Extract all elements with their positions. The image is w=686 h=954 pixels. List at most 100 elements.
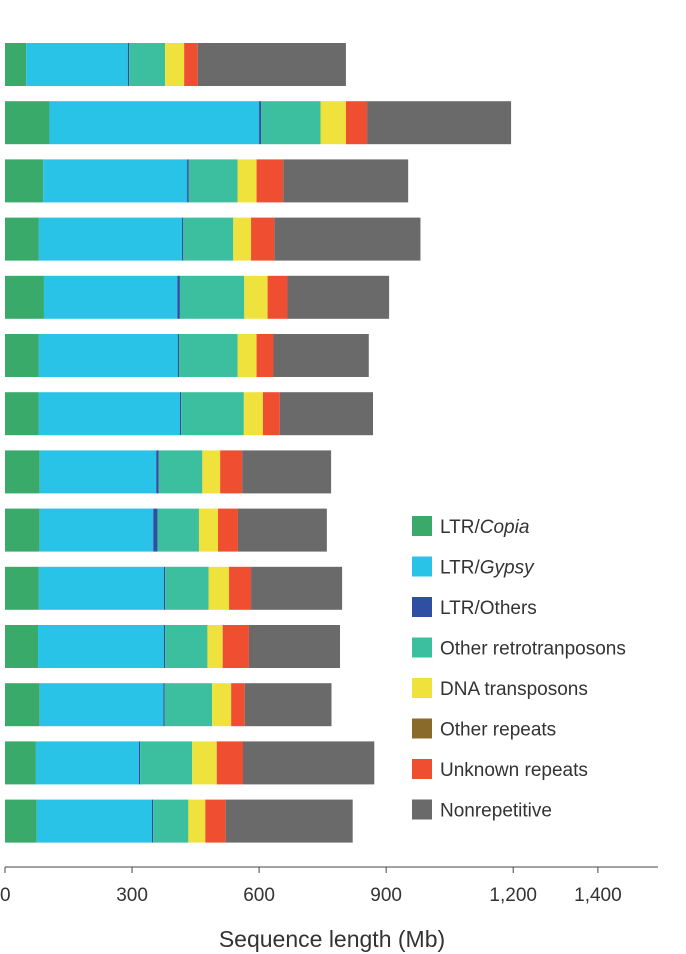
bar-segment-ltr-copia-row-10 bbox=[5, 566, 39, 610]
bar-row-7 bbox=[5, 392, 374, 436]
legend-label-ltr-copia: LTR/Copia bbox=[440, 517, 529, 538]
bar-segment-dna-transposons-row-6 bbox=[237, 334, 257, 377]
bar-segment-ltr-copia-row-8 bbox=[5, 450, 40, 494]
legend-swatch-other-retrotranposons bbox=[412, 637, 432, 658]
legend-label-other-retrotranposons: Other retrotranposons bbox=[440, 639, 626, 660]
legend-label-text: Unknown repeats bbox=[440, 760, 588, 781]
bar-segment-ltr-copia-row-13 bbox=[5, 741, 36, 785]
x-tick-label-0: 0 bbox=[0, 885, 11, 906]
bar-segment-nonrepetitive-row-10 bbox=[251, 566, 343, 610]
bar-segment-unknown-repeats-row-9 bbox=[218, 508, 238, 552]
bar-segment-unknown-repeats-row-6 bbox=[256, 334, 274, 377]
bar-segment-other-retrotranposons-row-3 bbox=[188, 159, 238, 203]
x-axis-ticks: 0 300 600 900 1,200 1,400 bbox=[0, 867, 622, 906]
x-tick-label-300: 300 bbox=[116, 885, 148, 906]
bar-segment-nonrepetitive-row-8 bbox=[242, 450, 332, 494]
legend-label-nonrepetitive: Nonrepetitive bbox=[440, 801, 552, 822]
bar-segment-dna-transposons-row-3 bbox=[237, 159, 257, 203]
bar-segment-ltr-gypsy-row-6 bbox=[38, 334, 178, 377]
bar-row-10 bbox=[5, 566, 343, 610]
bar-segment-unknown-repeats-row-12 bbox=[231, 683, 245, 727]
bar-segment-unknown-repeats-row-5 bbox=[267, 275, 288, 319]
legend-item-ltr-copia: LTR/Copia bbox=[412, 516, 529, 538]
bar-segment-dna-transposons-row-5 bbox=[244, 275, 268, 319]
bar-segment-ltr-copia-row-2 bbox=[5, 101, 50, 145]
legend-label-ltr-others: LTR/Others bbox=[440, 598, 537, 619]
bar-segment-dna-transposons-row-4 bbox=[233, 217, 252, 261]
x-tick-label-600: 600 bbox=[243, 885, 275, 906]
x-axis: 0 300 600 900 1,200 1,400 bbox=[0, 866, 658, 906]
legend-item-ltr-others: LTR/Others bbox=[412, 597, 537, 619]
bar-segment-unknown-repeats-row-10 bbox=[229, 566, 252, 610]
bar-segment-dna-transposons-row-7 bbox=[243, 392, 263, 436]
bar-segment-ltr-gypsy-row-9 bbox=[39, 508, 154, 552]
legend-swatch-unknown-repeats bbox=[412, 759, 432, 779]
bar-segment-ltr-copia-row-1 bbox=[5, 43, 27, 86]
bar-row-6 bbox=[5, 334, 369, 377]
bar-segment-ltr-copia-row-11 bbox=[5, 625, 39, 668]
legend-label-text: LTR/ bbox=[440, 558, 480, 579]
bar-segment-dna-transposons-row-9 bbox=[198, 508, 219, 552]
legend-swatch-nonrepetitive bbox=[412, 799, 432, 820]
bar-segment-unknown-repeats-row-13 bbox=[216, 741, 244, 785]
legend-item-dna-transposons: DNA transposons bbox=[412, 678, 588, 700]
bar-segment-ltr-copia-row-4 bbox=[5, 217, 39, 261]
bar-segment-unknown-repeats-row-4 bbox=[251, 217, 275, 261]
legend-label-other-repeats: Other repeats bbox=[440, 720, 556, 741]
bar-segment-ltr-gypsy-row-3 bbox=[43, 159, 188, 203]
legend-label-unknown-repeats: Unknown repeats bbox=[440, 760, 588, 781]
bar-segment-ltr-copia-row-7 bbox=[5, 392, 39, 436]
bar-segment-other-retrotranposons-row-14 bbox=[153, 799, 189, 843]
bar-row-12 bbox=[5, 683, 332, 727]
bar-row-1 bbox=[5, 43, 346, 86]
legend-swatch-ltr-others bbox=[412, 597, 432, 617]
bar-row-2 bbox=[5, 101, 512, 145]
bar-segment-nonrepetitive-row-1 bbox=[197, 43, 346, 86]
bar-segment-ltr-copia-row-14 bbox=[5, 799, 37, 843]
bar-segment-other-retrotranposons-row-7 bbox=[181, 392, 244, 436]
legend-item-other-retrotranposons: Other retrotranposons bbox=[412, 637, 626, 660]
x-axis-label: Sequence length (Mb) bbox=[219, 926, 445, 952]
bar-segment-unknown-repeats-row-14 bbox=[205, 799, 226, 843]
bar-segment-ltr-gypsy-row-1 bbox=[26, 43, 128, 86]
legend-swatch-ltr-gypsy bbox=[412, 556, 432, 577]
bar-segment-unknown-repeats-row-1 bbox=[184, 43, 198, 86]
bar-segment-ltr-copia-row-3 bbox=[5, 159, 44, 203]
bar-segment-nonrepetitive-row-4 bbox=[274, 217, 421, 261]
bar-segment-dna-transposons-row-13 bbox=[192, 741, 217, 785]
bar-segment-ltr-others-row-4 bbox=[182, 217, 184, 261]
bar-segment-other-retrotranposons-row-6 bbox=[179, 334, 238, 377]
bar-segment-ltr-gypsy-row-14 bbox=[36, 799, 152, 843]
x-tick-label-900: 900 bbox=[370, 885, 402, 906]
bar-segment-nonrepetitive-row-5 bbox=[287, 275, 390, 319]
bar-segment-other-retrotranposons-row-9 bbox=[157, 508, 199, 552]
bar-segment-dna-transposons-row-14 bbox=[188, 799, 206, 843]
bar-segment-ltr-gypsy-row-10 bbox=[38, 566, 164, 610]
legend-label-text: Nonrepetitive bbox=[440, 801, 552, 822]
legend-label-text: Other repeats bbox=[440, 720, 556, 741]
bar-segment-nonrepetitive-row-6 bbox=[273, 334, 369, 377]
bar-segment-nonrepetitive-row-3 bbox=[283, 159, 409, 203]
bar-segment-other-retrotranposons-row-5 bbox=[179, 275, 245, 319]
legend-label-text: LTR/Others bbox=[440, 598, 537, 619]
bar-segment-ltr-others-row-13 bbox=[138, 741, 141, 785]
bar-segment-ltr-others-row-14 bbox=[151, 799, 154, 843]
bar-row-5 bbox=[5, 275, 390, 319]
legend-label-italic: Gypsy bbox=[480, 558, 535, 579]
x-tick-label-1400: 1,400 bbox=[574, 885, 622, 906]
bar-segment-unknown-repeats-row-2 bbox=[345, 101, 368, 145]
bar-segment-dna-transposons-row-10 bbox=[208, 566, 230, 610]
bar-segment-ltr-gypsy-row-4 bbox=[38, 217, 183, 261]
bar-segment-unknown-repeats-row-3 bbox=[256, 159, 284, 203]
legend-label-italic: Copia bbox=[480, 517, 530, 538]
bar-segment-ltr-gypsy-row-13 bbox=[35, 741, 139, 785]
bar-segment-dna-transposons-row-2 bbox=[320, 101, 346, 145]
bar-segment-ltr-others-row-6 bbox=[177, 334, 180, 377]
bar-row-9 bbox=[5, 508, 327, 552]
bar-segment-ltr-others-row-12 bbox=[163, 683, 165, 727]
bar-segment-ltr-copia-row-5 bbox=[5, 275, 44, 319]
bar-segment-ltr-gypsy-row-12 bbox=[39, 683, 164, 727]
bar-segment-ltr-gypsy-row-7 bbox=[38, 392, 180, 436]
bar-segment-ltr-others-row-3 bbox=[187, 159, 189, 203]
